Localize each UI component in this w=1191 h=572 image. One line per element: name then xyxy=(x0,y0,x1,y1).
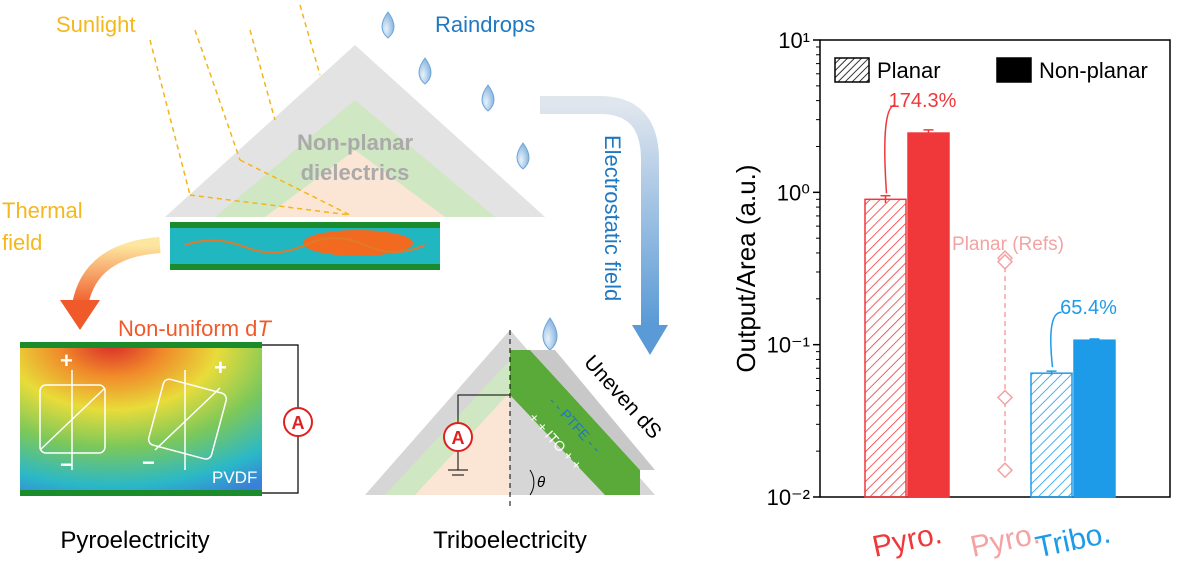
tribo-caption: Triboelectricity xyxy=(433,527,587,554)
pyro-caption: Pyroelectricity xyxy=(60,527,209,554)
thermal-label: field xyxy=(2,230,42,255)
ref-label: Planar (Refs) xyxy=(952,234,1064,255)
x-tick-label: Pyro. xyxy=(967,517,1042,564)
bar xyxy=(865,199,906,497)
electrostatic-label: Electrostatic field xyxy=(600,135,625,301)
x-tick-label: Tribo. xyxy=(1033,516,1114,564)
bar xyxy=(908,133,949,497)
raindrops-label: Raindrops xyxy=(435,12,535,37)
y-tick-label: 10⁻¹ xyxy=(767,333,810,358)
plus: + xyxy=(60,348,73,373)
theta-label: θ xyxy=(537,474,545,491)
legend-label: Non-planar xyxy=(1039,58,1148,83)
figure: Sunlight Raindrops Non-planar dielectric… xyxy=(0,0,1191,567)
dielectric-label: Non-planar xyxy=(297,130,414,155)
annotation-arrow xyxy=(885,105,896,193)
legend-label: Planar xyxy=(877,58,941,83)
annotation: 174.3% xyxy=(889,90,957,112)
dielectric-label: dielectrics xyxy=(301,160,410,185)
pvdf-label: PVDF xyxy=(212,468,257,487)
ammeter: A xyxy=(292,413,305,433)
minus: − xyxy=(142,450,155,475)
bar xyxy=(1031,373,1072,497)
bar xyxy=(1074,340,1115,497)
sunlight-label: Sunlight xyxy=(56,12,136,37)
x-tick-label: Pyro. xyxy=(869,517,944,564)
legend-swatch xyxy=(997,58,1031,82)
non-uniform-label: Non-uniform dT xyxy=(118,316,272,341)
ref-point xyxy=(998,463,1012,477)
schematic xyxy=(20,5,668,510)
y-tick-label: 10⁰ xyxy=(777,180,810,205)
plus: + xyxy=(214,355,227,380)
ref-point xyxy=(998,390,1012,404)
page: Sunlight Raindrops Non-planar dielectric… xyxy=(0,0,1191,572)
legend-swatch xyxy=(835,58,869,82)
ammeter: A xyxy=(452,428,465,448)
minus: − xyxy=(60,452,73,477)
annotation: 65.4% xyxy=(1060,297,1117,319)
y-tick-label: 10⁻² xyxy=(767,485,810,510)
y-tick-label: 10¹ xyxy=(778,28,810,53)
annotation-arrow xyxy=(1051,312,1062,367)
y-axis-label: Output/Area (a.u.) xyxy=(731,164,761,372)
thermal-label: Thermal xyxy=(2,198,83,223)
chart: 10⁻² 10⁻¹ 10⁰ 10¹ Output/Area (a.u.) Pyro. Pyr… xyxy=(731,28,1170,564)
